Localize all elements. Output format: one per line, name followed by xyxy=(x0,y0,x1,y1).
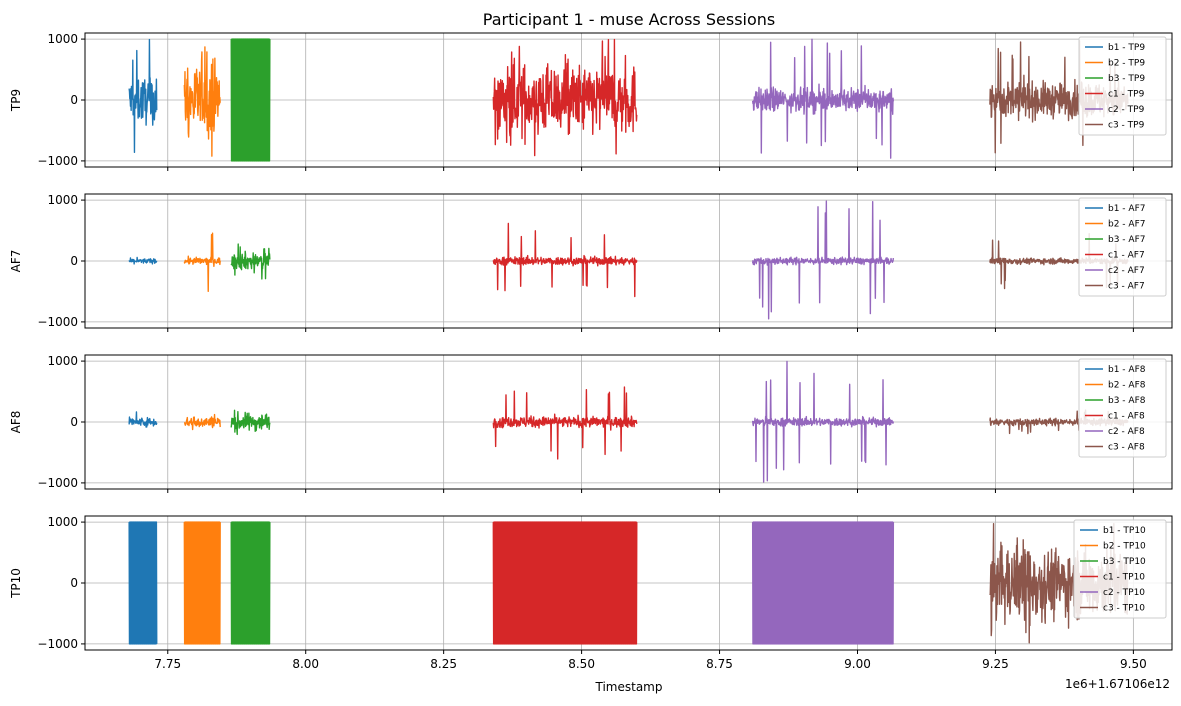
series-line-b3-tp10 xyxy=(230,521,271,645)
legend-entry: c1 - TP9 xyxy=(1108,90,1145,100)
legend-entry: b2 - TP9 xyxy=(1108,59,1145,69)
legend-entry: c3 - AF8 xyxy=(1108,443,1145,453)
series-line-c1-af7 xyxy=(492,222,638,298)
x-tick-label: 8.25 xyxy=(430,657,457,671)
legend-entry: c1 - AF8 xyxy=(1108,412,1145,422)
y-tick-label: 1000 xyxy=(47,193,78,207)
legend-entry: b3 - AF7 xyxy=(1108,235,1145,245)
subplot-af7: 1000 0 −1000 AF7 b1 - AF7 b2 - AF7 b3 - AF7 c1 … xyxy=(9,193,1173,332)
series-line-b1-tp9 xyxy=(128,38,158,154)
legend-entry: b2 - TP10 xyxy=(1103,542,1146,552)
series-line-b2-tp9 xyxy=(183,46,221,157)
y-tick-label: 1000 xyxy=(47,32,78,46)
legend-entry: c2 - TP9 xyxy=(1108,105,1145,115)
series-line-b1-tp10 xyxy=(128,521,158,645)
series-line-b2-af8 xyxy=(183,413,221,431)
y-tick-label: 0 xyxy=(70,254,78,268)
legend: b1 - AF7 b2 - AF7 b3 - AF7 c1 - AF7 c2 - AF7… xyxy=(1078,197,1167,297)
series-line-c1-tp10 xyxy=(492,521,638,645)
series-line-b1-af7 xyxy=(128,256,158,265)
series-line-b3-tp9 xyxy=(230,38,271,162)
legend-entry: c3 - AF7 xyxy=(1108,282,1145,292)
legend-entry: b3 - TP9 xyxy=(1108,74,1145,84)
x-tick-label: 8.50 xyxy=(568,657,595,671)
subplot-tp10: 1000 0 −1000 7.75 8.00 8.25 8.50 8.75 9.00 9.25 9.… xyxy=(9,515,1173,671)
y-tick-label: −1000 xyxy=(37,315,78,329)
legend-entry: c1 - TP10 xyxy=(1103,573,1145,583)
y-tick-label: −1000 xyxy=(37,154,78,168)
legend-box xyxy=(1078,36,1167,136)
legend-entry: b3 - TP10 xyxy=(1103,557,1146,567)
y-axis-label: TP9 xyxy=(9,89,23,112)
legend-entry: b3 - AF8 xyxy=(1108,396,1146,406)
legend-entry: c2 - TP10 xyxy=(1103,588,1145,598)
legend-entry: b2 - AF8 xyxy=(1108,381,1146,391)
legend-entry: b1 - TP9 xyxy=(1108,43,1145,53)
series-line-c1-tp9 xyxy=(492,38,638,157)
series-line-c2-af8 xyxy=(751,360,895,483)
y-axis-label: AF7 xyxy=(9,250,23,273)
legend-entry: c3 - TP10 xyxy=(1103,604,1145,614)
x-tick-label: 9.50 xyxy=(1120,657,1147,671)
subplots: 1000 0 −1000 TP9 b1 - TP9 b2 - TP9 b3 - TP9 c1 … xyxy=(9,32,1173,671)
series-line-c2-af7 xyxy=(751,200,895,320)
legend: b1 - AF8 b2 - AF8 b3 - AF8 c1 - AF8 c2 - AF8… xyxy=(1078,358,1167,458)
series-line-c2-tp9 xyxy=(751,38,895,159)
x-tick-label: 9.00 xyxy=(844,657,871,671)
x-tick-label: 9.25 xyxy=(982,657,1009,671)
legend-entry: c1 - AF7 xyxy=(1108,251,1145,261)
y-axis-label: TP10 xyxy=(9,568,23,599)
series-line-b2-af7 xyxy=(183,232,221,293)
legend-entry: c3 - TP9 xyxy=(1108,121,1145,131)
series-line-b3-af8 xyxy=(230,409,271,436)
series-line-b3-af7 xyxy=(230,243,271,280)
legend: b1 - TP9 b2 - TP9 b3 - TP9 c1 - TP9 c2 - TP9… xyxy=(1078,36,1167,136)
legend-entry: b1 - AF7 xyxy=(1108,204,1145,214)
chart-title: Participant 1 - muse Across Sessions xyxy=(483,10,775,29)
series-group xyxy=(128,200,1129,320)
series-line-c1-af8 xyxy=(492,386,638,460)
series-line-c2-tp10 xyxy=(751,521,895,645)
y-tick-label: −1000 xyxy=(37,476,78,490)
legend-entry: b1 - TP10 xyxy=(1103,526,1146,536)
legend-entry: c2 - AF7 xyxy=(1108,266,1145,276)
legend-entry: b2 - AF7 xyxy=(1108,220,1145,230)
legend-box xyxy=(1078,197,1167,297)
legend-box xyxy=(1078,358,1167,458)
x-tick-label: 7.75 xyxy=(154,657,181,671)
legend: b1 - TP10 b2 - TP10 b3 - TP10 c1 - TP10 c2 -… xyxy=(1073,519,1167,619)
x-tick-label: 8.75 xyxy=(706,657,733,671)
series-line-b1-af8 xyxy=(128,411,158,428)
y-tick-label: 1000 xyxy=(47,354,78,368)
y-tick-label: 0 xyxy=(70,93,78,107)
series-line-b2-tp10 xyxy=(183,521,221,645)
legend-entry: c2 - AF8 xyxy=(1108,427,1145,437)
legend-box xyxy=(1073,519,1167,619)
y-tick-label: 0 xyxy=(70,576,78,590)
x-axis-offset-label: 1e6+1.67106e12 xyxy=(1065,677,1170,691)
subplot-tp9: 1000 0 −1000 TP9 b1 - TP9 b2 - TP9 b3 - TP9 c1 … xyxy=(9,32,1173,171)
y-axis-label: AF8 xyxy=(9,411,23,434)
subplot-af8: 1000 0 −1000 AF8 b1 - AF8 b2 - AF8 b3 - AF8 c1 … xyxy=(9,354,1173,493)
legend-entry: b1 - AF8 xyxy=(1108,365,1146,375)
y-tick-label: 0 xyxy=(70,415,78,429)
series-group xyxy=(128,38,1129,162)
series-group xyxy=(128,360,1129,483)
y-tick-label: 1000 xyxy=(47,515,78,529)
x-tick-label: 8.00 xyxy=(292,657,319,671)
x-axis-label: Timestamp xyxy=(595,680,663,694)
y-tick-label: −1000 xyxy=(37,637,78,651)
